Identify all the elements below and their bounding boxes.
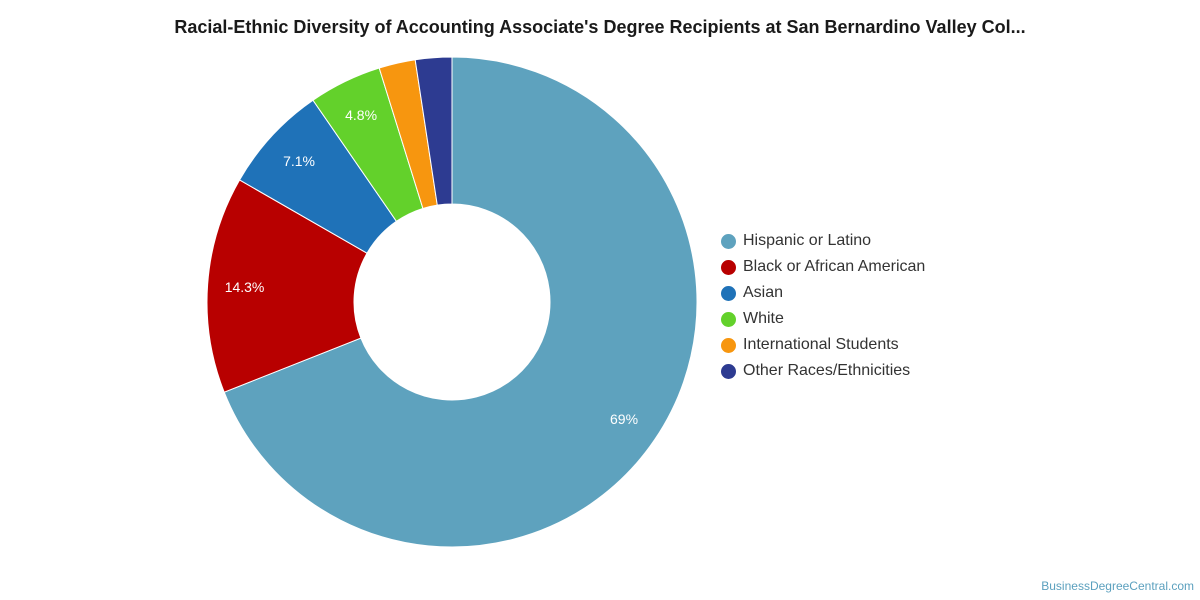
legend-label: Black or African American xyxy=(743,258,926,275)
slice-other-races-ethnicities[interactable] xyxy=(414,56,453,206)
donut-slices xyxy=(206,56,698,548)
legend-label: White xyxy=(743,310,784,327)
legend-swatch xyxy=(721,233,736,249)
legend-label: International Students xyxy=(743,336,899,353)
slice-label-asian: 7.1% xyxy=(283,153,315,169)
source-credit[interactable]: BusinessDegreeCentral.com xyxy=(1041,579,1194,593)
chart-title: Racial-Ethnic Diversity of Accounting As… xyxy=(174,17,1026,37)
slice-label-white: 4.8% xyxy=(345,107,377,123)
legend-item-international-students[interactable]: International Students xyxy=(721,332,925,358)
chart-legend: Hispanic or Latino Black or African Ameri… xyxy=(721,228,925,384)
slice-black-or-african-american[interactable] xyxy=(206,179,368,393)
legend-item-black-or-african-american[interactable]: Black or African American xyxy=(721,254,925,280)
legend-swatch xyxy=(721,285,736,301)
slice-label-hispanic-or-latino: 69% xyxy=(610,411,638,427)
legend-swatch xyxy=(721,259,736,275)
legend-item-asian[interactable]: Asian xyxy=(721,280,925,306)
legend-label: Hispanic or Latino xyxy=(743,232,872,249)
legend-label: Other Races/Ethnicities xyxy=(743,362,911,379)
legend-swatch xyxy=(721,337,736,353)
legend-item-white[interactable]: White xyxy=(721,306,925,332)
legend-item-hispanic-or-latino[interactable]: Hispanic or Latino xyxy=(721,228,925,254)
legend-swatch xyxy=(721,363,736,379)
legend-label: Asian xyxy=(743,284,784,301)
slice-label-black-or-african-american: 14.3% xyxy=(225,279,265,295)
legend-item-other-races-ethnicities[interactable]: Other Races/Ethnicities xyxy=(721,358,925,384)
legend-swatch xyxy=(721,311,736,327)
slice-hispanic-or-latino[interactable] xyxy=(223,56,698,548)
donut-slice-labels: 69% 14.3% 7.1% 4.8% xyxy=(225,107,638,427)
